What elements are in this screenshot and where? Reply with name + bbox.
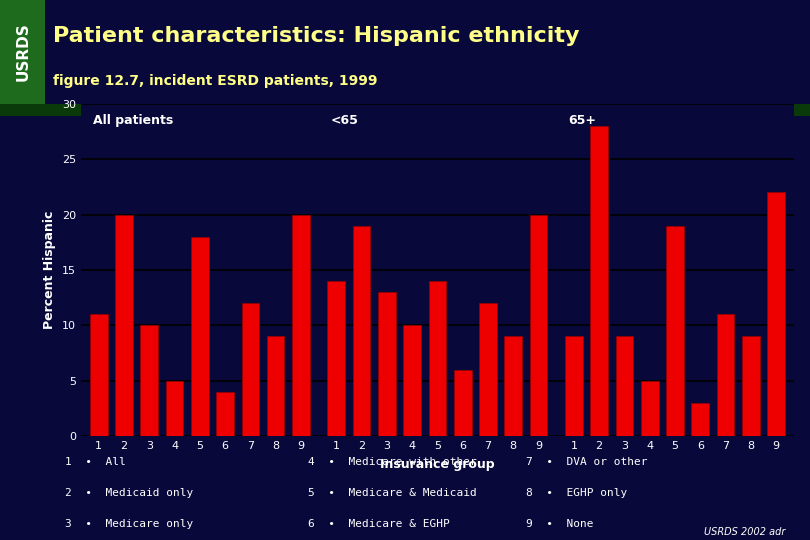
Text: Patient characteristics: Hispanic ethnicity: Patient characteristics: Hispanic ethnic… xyxy=(53,26,579,46)
Bar xyxy=(378,292,396,436)
Text: 6  •  Medicare & EGHP: 6 • Medicare & EGHP xyxy=(308,519,450,529)
Y-axis label: Percent Hispanic: Percent Hispanic xyxy=(44,211,57,329)
Bar xyxy=(241,303,259,436)
Bar xyxy=(505,336,522,436)
Bar xyxy=(292,214,309,436)
Text: All patients: All patients xyxy=(93,114,173,127)
Text: USRDS 2002 adr: USRDS 2002 adr xyxy=(705,527,786,537)
Bar xyxy=(742,336,760,436)
Text: 8  •  EGHP only: 8 • EGHP only xyxy=(526,488,628,498)
Bar xyxy=(454,370,471,436)
Bar xyxy=(767,192,785,436)
Bar xyxy=(530,214,548,436)
Text: 2  •  Medicaid only: 2 • Medicaid only xyxy=(65,488,193,498)
Bar xyxy=(666,226,684,436)
Bar xyxy=(641,381,659,436)
FancyBboxPatch shape xyxy=(0,0,45,104)
Bar xyxy=(266,336,284,436)
Bar xyxy=(327,281,345,436)
Bar xyxy=(216,392,234,436)
Text: 4  •  Medicare with other: 4 • Medicare with other xyxy=(308,457,476,467)
Bar xyxy=(403,326,421,436)
Text: 5  •  Medicare & Medicaid: 5 • Medicare & Medicaid xyxy=(308,488,476,498)
Text: 7  •  DVA or other: 7 • DVA or other xyxy=(526,457,648,467)
Bar xyxy=(479,303,497,436)
Bar xyxy=(166,381,183,436)
Text: 1  •  All: 1 • All xyxy=(65,457,126,467)
Text: figure 12.7, incident ESRD patients, 1999: figure 12.7, incident ESRD patients, 199… xyxy=(53,74,377,88)
Bar xyxy=(191,237,209,436)
Text: 65+: 65+ xyxy=(568,114,596,127)
Text: <65: <65 xyxy=(330,114,358,127)
Text: Insurance group: Insurance group xyxy=(380,458,495,471)
Bar xyxy=(590,126,608,436)
Text: USRDS: USRDS xyxy=(15,23,30,82)
Text: 9  •  None: 9 • None xyxy=(526,519,594,529)
Bar xyxy=(428,281,446,436)
Bar xyxy=(565,336,582,436)
Bar xyxy=(140,326,158,436)
FancyBboxPatch shape xyxy=(0,104,810,116)
Bar xyxy=(692,403,709,436)
Bar xyxy=(352,226,370,436)
Bar xyxy=(90,314,108,436)
Text: 3  •  Medicare only: 3 • Medicare only xyxy=(65,519,193,529)
Bar xyxy=(616,336,633,436)
Bar xyxy=(115,214,133,436)
Bar xyxy=(717,314,735,436)
